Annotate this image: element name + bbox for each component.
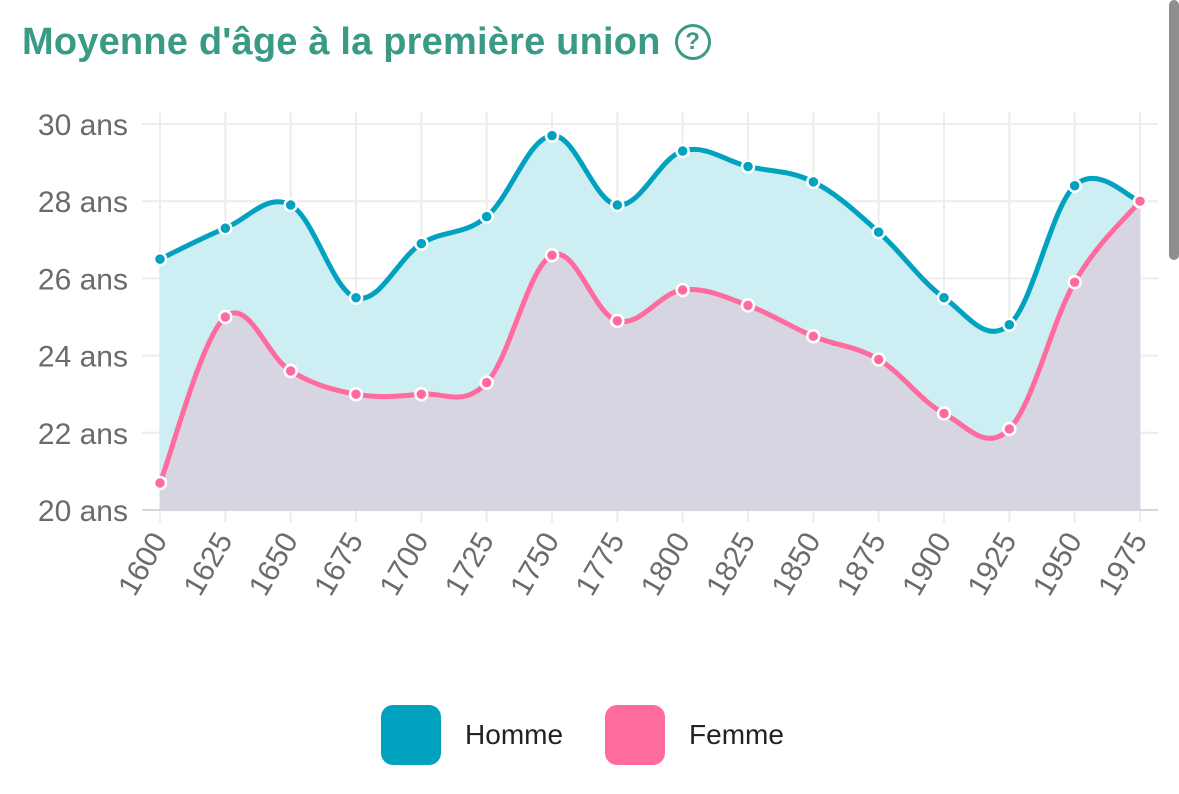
x-tick-label: 1675 [308,527,370,601]
legend: Homme Femme [0,704,1179,766]
chart-header: Moyenne d'âge à la première union ? [22,14,711,70]
x-tick-label: 1950 [1027,527,1089,601]
x-tick-label: 1650 [243,527,305,601]
area-chart: 20 ans 22 ans 24 ans 26 ans 28 ans 30 ans 1600… [38,109,1158,601]
point-femme [936,406,952,421]
x-tick-label: 1800 [635,527,697,601]
point-femme [610,313,625,329]
point-homme [152,251,168,267]
point-homme [610,197,625,213]
point-homme [740,159,756,174]
area-femme [160,201,1140,510]
point-homme [544,128,560,143]
legend-swatch-homme [381,705,442,765]
point-homme [348,290,364,305]
x-tick-label: 1750 [504,527,566,601]
point-femme [152,475,168,491]
y-tick-label: 28 ans [38,186,128,219]
x-tick-label: 1900 [896,527,958,601]
point-homme [1067,178,1082,194]
point-femme [871,352,886,367]
point-homme [936,290,952,305]
point-femme [1132,193,1148,209]
x-tick-label: 1700 [373,527,435,601]
point-femme [806,329,821,344]
scrollbar[interactable] [1169,0,1179,260]
point-femme [1002,421,1017,437]
line-homme [157,133,1143,334]
chart-title: Moyenne d'âge à la première union [22,20,661,63]
point-homme [806,174,821,190]
legend-item-homme[interactable]: Homme [381,705,577,765]
point-femme [740,298,756,313]
x-tick-label: 1825 [700,527,762,601]
point-homme [283,197,298,213]
point-homme [479,209,494,224]
x-tick-label: 1975 [1092,527,1154,601]
y-tick-label: 22 ans [38,418,128,451]
y-tick-label: 24 ans [38,341,128,374]
y-tick-label: 26 ans [38,263,128,296]
y-tick-label: 30 ans [38,109,128,142]
point-femme [283,363,298,379]
legend-swatch-femme [605,705,666,765]
point-homme [1002,317,1017,332]
point-homme [218,220,233,236]
point-femme [544,247,560,263]
legend-label-femme: Femme [689,719,784,750]
x-tick-label: 1600 [112,527,174,601]
x-tick-label: 1925 [961,527,1023,601]
point-femme [479,375,494,390]
point-homme [414,236,429,251]
x-tick-label: 1775 [569,527,631,601]
legend-label-homme: Homme [465,719,564,750]
x-tick-label: 1850 [765,527,827,601]
x-tick-label: 1625 [177,527,239,601]
point-homme [871,224,886,240]
point-homme [675,143,690,159]
point-femme [675,282,690,298]
point-femme [1067,275,1082,290]
y-tick-label: 20 ans [38,495,128,528]
help-icon[interactable]: ? [674,24,711,60]
point-femme [348,386,364,402]
x-tick-label: 1725 [439,527,501,601]
point-femme [414,386,429,402]
point-femme [218,309,233,325]
x-tick-label: 1875 [831,527,893,601]
legend-item-femme[interactable]: Femme [605,705,798,765]
